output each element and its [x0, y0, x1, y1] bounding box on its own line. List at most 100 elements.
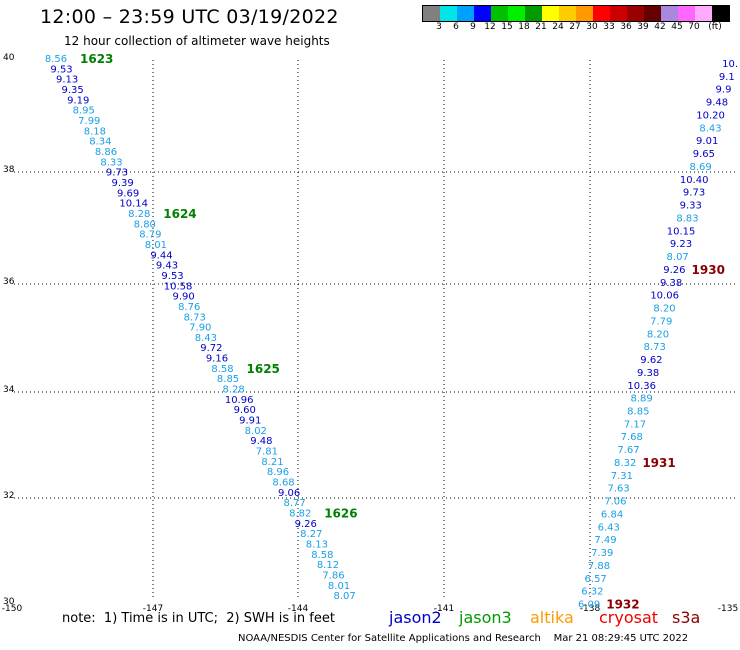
- wave-height-point: 8.85: [627, 406, 649, 417]
- wave-height-point: 8.82: [289, 509, 311, 520]
- wave-height-point: 8.89: [630, 394, 652, 405]
- color-legend-label: 42: [654, 22, 666, 32]
- latitude-label: 40: [3, 53, 15, 63]
- wave-height-point: 10.40: [680, 175, 709, 186]
- wave-height-point: 8.73: [644, 342, 666, 353]
- satellite-legend-cryosat: cryosat: [599, 608, 659, 627]
- wave-height-point: 6.43: [598, 522, 620, 533]
- longitude-label: -138: [580, 604, 601, 614]
- wave-height-point: 10.36: [627, 381, 656, 392]
- wave-height-point: 8.95: [73, 106, 95, 117]
- wave-height-point: 10.06: [650, 291, 679, 302]
- map-title: 12:00 – 23:59 UTC 03/19/2022: [40, 6, 339, 28]
- wave-height-point: 9.01: [696, 136, 718, 147]
- wave-height-point: 7.17: [624, 419, 646, 430]
- wave-height-point: 9.23: [670, 239, 692, 250]
- wave-height-point: 8.83: [676, 213, 698, 224]
- wave-height-point: 8.43: [699, 123, 721, 134]
- wave-height-point: 8.34: [89, 137, 111, 148]
- wave-height-point: 8.21: [261, 457, 283, 468]
- wave-height-point: 8.56: [45, 54, 67, 65]
- pass-time-label: 1625: [247, 362, 280, 376]
- wave-height-point: 10.15: [667, 226, 696, 237]
- wave-height-point: 9.38: [660, 278, 682, 289]
- wave-height-point: 9.91: [239, 416, 261, 427]
- wave-height-point: 9.39: [111, 178, 133, 189]
- wave-height-point: 9.62: [640, 355, 662, 366]
- wave-height-point: 8.12: [317, 560, 339, 571]
- latitude-label: 32: [3, 491, 14, 501]
- wave-height-point: 6.84: [601, 509, 623, 520]
- wave-height-point: 9.72: [200, 343, 222, 354]
- wave-height-point: 10.96: [225, 395, 254, 406]
- wave-height-point: 9.38: [637, 368, 659, 379]
- wave-height-point: 7.39: [591, 548, 613, 559]
- wave-height-point: 6.57: [585, 574, 607, 585]
- satellite-track-west: 8.569.539.139.359.198.957.998.188.348.86…: [45, 52, 358, 602]
- color-swatch: [695, 6, 712, 21]
- wave-height-point: 9.26: [663, 265, 685, 276]
- wave-height-point: 9.16: [206, 354, 228, 365]
- color-legend-label: 15: [501, 22, 513, 32]
- latitude-label: 30: [3, 597, 15, 607]
- wave-height-point: 8.28: [222, 385, 244, 396]
- color-legend-label: 36: [620, 22, 632, 32]
- color-legend-label: 6: [453, 22, 459, 32]
- color-legend-label: 12: [484, 22, 496, 32]
- longitude-label: -147: [143, 604, 163, 614]
- wave-height-point: 9.73: [683, 188, 705, 199]
- wave-height-point: 8.18: [84, 126, 106, 137]
- satellite-legend-jason3: jason3: [459, 608, 512, 627]
- wave-height-point: 8.58: [211, 364, 233, 375]
- color-swatch: [542, 6, 559, 21]
- wave-height-point: 9.65: [693, 149, 715, 160]
- wave-height-point: 8.77: [284, 498, 306, 509]
- longitude-label: -135: [718, 604, 738, 614]
- color-swatch: [474, 6, 491, 21]
- color-legend-label: 39: [637, 22, 649, 32]
- color-legend-label: (ft): [708, 22, 722, 32]
- wave-height-point: 10.: [722, 59, 738, 70]
- wave-height-point: 7.81: [256, 447, 278, 458]
- wave-height-point: 10.14: [119, 199, 148, 210]
- wave-height-point: 8.28: [128, 209, 150, 220]
- pass-time-label: 1930: [692, 263, 725, 277]
- wave-height-point: 6.09: [578, 600, 600, 611]
- wave-height-point: 9.44: [150, 250, 172, 261]
- color-legend-label: 33: [603, 22, 615, 32]
- wave-height-point: 8.79: [139, 230, 161, 241]
- wave-height-point: 10.20: [696, 110, 725, 121]
- wave-height-point: 8.02: [245, 426, 267, 437]
- wave-height-point: 7.67: [617, 445, 639, 456]
- wave-height-point: 8.69: [689, 162, 711, 173]
- wave-height-point: 9.19: [67, 95, 89, 106]
- lat-lon-grid: [14, 60, 738, 600]
- longitude-label: -150: [2, 604, 23, 614]
- wave-height-point: 8.07: [333, 591, 355, 602]
- satellite-legend-altika: altika: [530, 608, 574, 627]
- color-swatch: [440, 6, 457, 21]
- color-legend-bar: [422, 5, 730, 22]
- wave-height-point: 8.13: [306, 540, 328, 551]
- latitude-label: 34: [3, 385, 15, 395]
- color-swatch: [593, 6, 610, 21]
- wave-height-point: 6.32: [581, 587, 603, 598]
- wave-height-point: 8.73: [184, 312, 206, 323]
- wave-height-point: 9.06: [278, 488, 300, 499]
- color-swatch: [559, 6, 576, 21]
- color-legend-labels: 3 6 9 12 15 18 21 24 27 30 33 36 39 42 45 70 (ft): [422, 22, 732, 34]
- wave-height-point: 10.58: [164, 281, 193, 292]
- wave-height-point: 9.26: [295, 519, 317, 530]
- color-legend-label: 18: [518, 22, 530, 32]
- color-swatch: [423, 6, 440, 21]
- color-legend-label: 21: [535, 22, 547, 32]
- wave-height-point: 8.01: [328, 581, 350, 592]
- wave-height-point: 7.31: [611, 471, 633, 482]
- pass-time-label: 1931: [642, 456, 675, 470]
- wave-height-point: 9.9: [716, 85, 732, 96]
- wave-height-point: 7.99: [78, 116, 100, 127]
- wave-height-point: 7.68: [621, 432, 643, 443]
- pass-time-label: 1932: [606, 598, 639, 612]
- color-swatch: [491, 6, 508, 21]
